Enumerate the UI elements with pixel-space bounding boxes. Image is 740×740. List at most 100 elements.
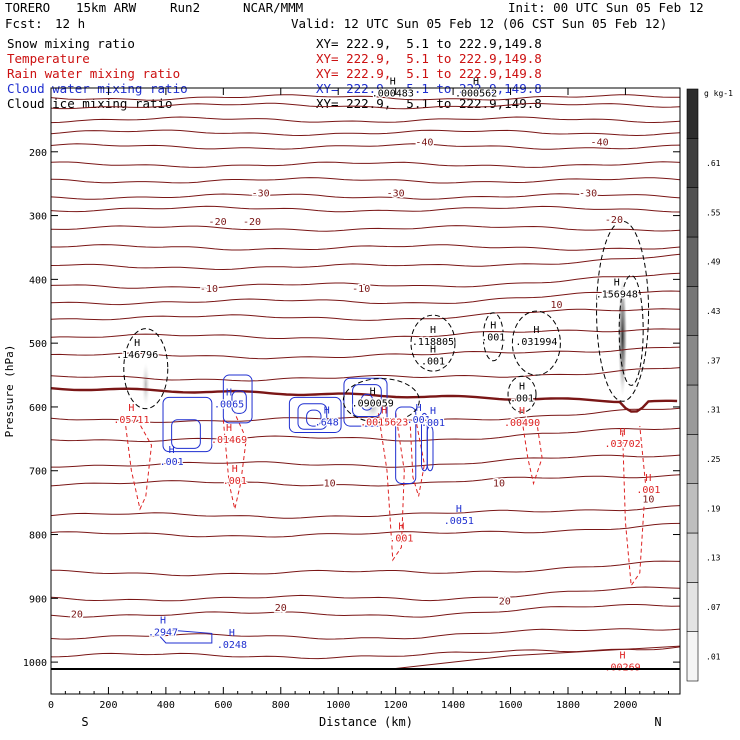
snow-contours bbox=[123, 220, 650, 424]
isotherm-label: 10 bbox=[550, 300, 562, 311]
snow-contour bbox=[482, 312, 504, 362]
cloud-water-contour bbox=[426, 425, 434, 472]
cloud-water-contour bbox=[288, 396, 342, 433]
extremum-value: .001 bbox=[421, 356, 445, 367]
y-tick-label: 1000 bbox=[23, 658, 47, 669]
y-tick-label: 700 bbox=[29, 467, 47, 478]
isotherm-label: -10 bbox=[200, 284, 218, 295]
temperature-isotherms bbox=[50, 94, 681, 669]
isotherm bbox=[50, 522, 681, 538]
isotherm bbox=[50, 290, 681, 306]
isotherm-label: 20 bbox=[499, 597, 511, 608]
extremum-value: .00490 bbox=[504, 418, 540, 429]
extremum-marker: H bbox=[381, 406, 387, 417]
isotherm bbox=[50, 161, 681, 168]
legend-snow-xy: XY= 222.9, 5.1 to 222.9,149.8 bbox=[316, 36, 542, 51]
isotherm bbox=[50, 560, 681, 577]
extremum-value: .000483 bbox=[372, 88, 414, 99]
extremum-marker: H bbox=[620, 650, 626, 661]
extrema-labels: H.146796H.05711H.0065H.01469H.001H.001H.… bbox=[112, 76, 662, 674]
x-tick-label: 400 bbox=[157, 700, 175, 711]
extremum-value: .05711 bbox=[113, 415, 149, 426]
legend-temperature-name: Temperature bbox=[7, 51, 90, 66]
extremum-value: .118805 bbox=[412, 337, 454, 348]
extremum-marker: H bbox=[232, 464, 238, 475]
model-name: TORERO bbox=[5, 0, 51, 15]
x-tick-label: 2000 bbox=[613, 700, 637, 711]
x-axis-right-end: N bbox=[654, 715, 661, 729]
extremum-marker: H bbox=[226, 423, 232, 434]
snow-shading bbox=[364, 394, 381, 419]
y-axis-label: Pressure (hPa) bbox=[3, 345, 16, 438]
cloud-water-contour bbox=[171, 419, 201, 449]
colorbar-label: .43 bbox=[706, 307, 721, 316]
isotherm-labels: -40 -40 -30 -30 -30 -20 -20 -20 -10 -10 10 10 10 10 20… bbox=[69, 136, 656, 622]
snow-contour bbox=[123, 328, 169, 410]
y-tick-label: 300 bbox=[29, 212, 47, 223]
y-tick-label: 800 bbox=[29, 531, 47, 542]
extremum-value: .001 bbox=[510, 393, 534, 404]
isotherm bbox=[50, 193, 681, 200]
colorbar-segment bbox=[686, 532, 699, 583]
extremum-value: .031994 bbox=[515, 337, 557, 348]
colorbar-label: .61 bbox=[706, 159, 721, 168]
extremum-marker: H bbox=[370, 386, 376, 397]
colorbar-label: .37 bbox=[706, 356, 721, 365]
colorbar-label: .13 bbox=[706, 554, 721, 563]
cloud-water-contour bbox=[343, 377, 388, 427]
cloud-water-contour bbox=[222, 374, 253, 424]
extremum-value: .0015623 bbox=[360, 418, 408, 429]
isotherm-label: 10 bbox=[642, 495, 654, 506]
x-tick-label: 1000 bbox=[326, 700, 350, 711]
extremum-marker: H bbox=[533, 325, 539, 336]
x-axis-left-end: S bbox=[81, 715, 88, 729]
y-tick-label: 900 bbox=[29, 594, 47, 605]
isotherm bbox=[51, 244, 681, 251]
colorbar-segment bbox=[686, 88, 699, 139]
isotherm bbox=[50, 427, 681, 443]
valid-time: Valid: 12 UTC Sun 05 Feb 12 (06 CST Sun … bbox=[291, 16, 668, 31]
colorbar-label: .31 bbox=[706, 406, 721, 415]
isotherm bbox=[50, 143, 681, 150]
cloud-water-contour bbox=[231, 390, 247, 414]
colorbar-segment bbox=[686, 631, 699, 682]
x-tick-label: 1200 bbox=[384, 700, 408, 711]
extremum-marker: H bbox=[614, 277, 620, 288]
cloud-water-contour bbox=[297, 403, 328, 430]
colorbar-segment bbox=[686, 286, 699, 336]
snow-contour bbox=[507, 375, 537, 413]
isotherm bbox=[50, 177, 681, 184]
colorbar-label: .01 bbox=[706, 652, 721, 661]
extremum-marker: H bbox=[519, 406, 525, 417]
x-tick-label: 1600 bbox=[498, 700, 522, 711]
extremum-value: .001 bbox=[481, 333, 505, 344]
isotherm bbox=[50, 367, 681, 382]
axes: 0 200 400 600 800 1000 1200 1400 1600 1800 2000 200… bbox=[23, 88, 680, 711]
rain-contour bbox=[521, 419, 543, 486]
forecast-hours: 12 h bbox=[55, 16, 86, 31]
colorbar-segment bbox=[686, 138, 699, 188]
colorbar-label: .25 bbox=[706, 455, 721, 464]
extremum-marker: H bbox=[620, 427, 626, 438]
legend-rain-name: Rain water mixing ratio bbox=[7, 66, 181, 81]
colorbar-unit: g kg-1 bbox=[704, 89, 733, 98]
model-resolution: 15km ARW bbox=[76, 0, 137, 15]
isotherm bbox=[50, 474, 681, 487]
extremum-value: .001 bbox=[421, 418, 445, 429]
cloud-water-contour bbox=[159, 629, 213, 644]
isotherm bbox=[50, 116, 681, 124]
extremum-marker: H bbox=[324, 406, 330, 417]
isotherm bbox=[50, 604, 681, 618]
extremum-marker: H bbox=[490, 321, 496, 332]
isotherm bbox=[51, 454, 681, 468]
isotherm bbox=[395, 645, 681, 669]
extremum-marker: H bbox=[519, 381, 525, 392]
snow-contour bbox=[342, 378, 420, 424]
extremum-value: .001 bbox=[223, 476, 247, 487]
x-axis-label: Distance (km) bbox=[319, 715, 413, 729]
isotherm bbox=[50, 225, 681, 232]
extremum-marker: H bbox=[645, 473, 651, 484]
extremum-marker: H bbox=[229, 628, 235, 639]
isotherm-label: -10 bbox=[352, 284, 370, 295]
extremum-marker: H bbox=[398, 522, 404, 533]
